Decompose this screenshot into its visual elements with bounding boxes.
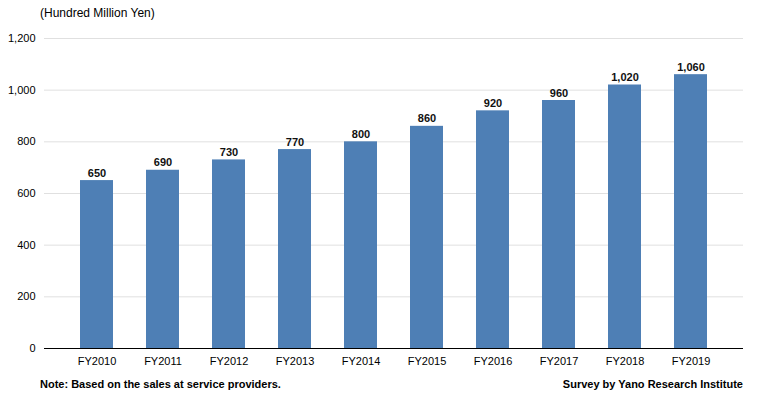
svg-text:FY2018: FY2018: [606, 355, 645, 367]
svg-text:650: 650: [88, 167, 106, 179]
svg-text:FY2010: FY2010: [78, 355, 117, 367]
svg-text:FY2013: FY2013: [276, 355, 315, 367]
svg-text:960: 960: [550, 87, 568, 99]
html-text:(Hundred Million Yen): (Hundred Million Yen): [40, 6, 155, 20]
html-text:Survey by Yano Research Instit: Survey by Yano Research Institute: [562, 378, 743, 390]
svg-text:920: 920: [484, 97, 502, 109]
svg-text:0: 0: [29, 342, 35, 354]
svg-text:200: 200: [17, 290, 35, 302]
svg-text:1,200: 1,200: [8, 32, 36, 44]
html-text:Note: Based on the sales at se: Note: Based on the sales at service prov…: [40, 378, 281, 390]
svg-text:1,000: 1,000: [8, 84, 36, 96]
svg-text:730: 730: [220, 146, 238, 158]
svg-text:400: 400: [17, 239, 35, 251]
svg-text:770: 770: [286, 136, 304, 148]
svg-text:FY2015: FY2015: [408, 355, 447, 367]
svg-text:690: 690: [154, 156, 172, 168]
svg-text:FY2017: FY2017: [540, 355, 579, 367]
svg-text:FY2019: FY2019: [672, 355, 711, 367]
svg-text:800: 800: [17, 135, 35, 147]
svg-text:FY2014: FY2014: [342, 355, 381, 367]
svg-text:FY2012: FY2012: [210, 355, 249, 367]
svg-text:800: 800: [352, 128, 370, 140]
svg-text:FY2011: FY2011: [144, 355, 182, 367]
svg-text:600: 600: [17, 187, 35, 199]
svg-text:860: 860: [418, 112, 436, 124]
svg-text:FY2016: FY2016: [474, 355, 513, 367]
svg-text:1,020: 1,020: [611, 71, 639, 83]
svg-text:1,060: 1,060: [677, 61, 705, 73]
